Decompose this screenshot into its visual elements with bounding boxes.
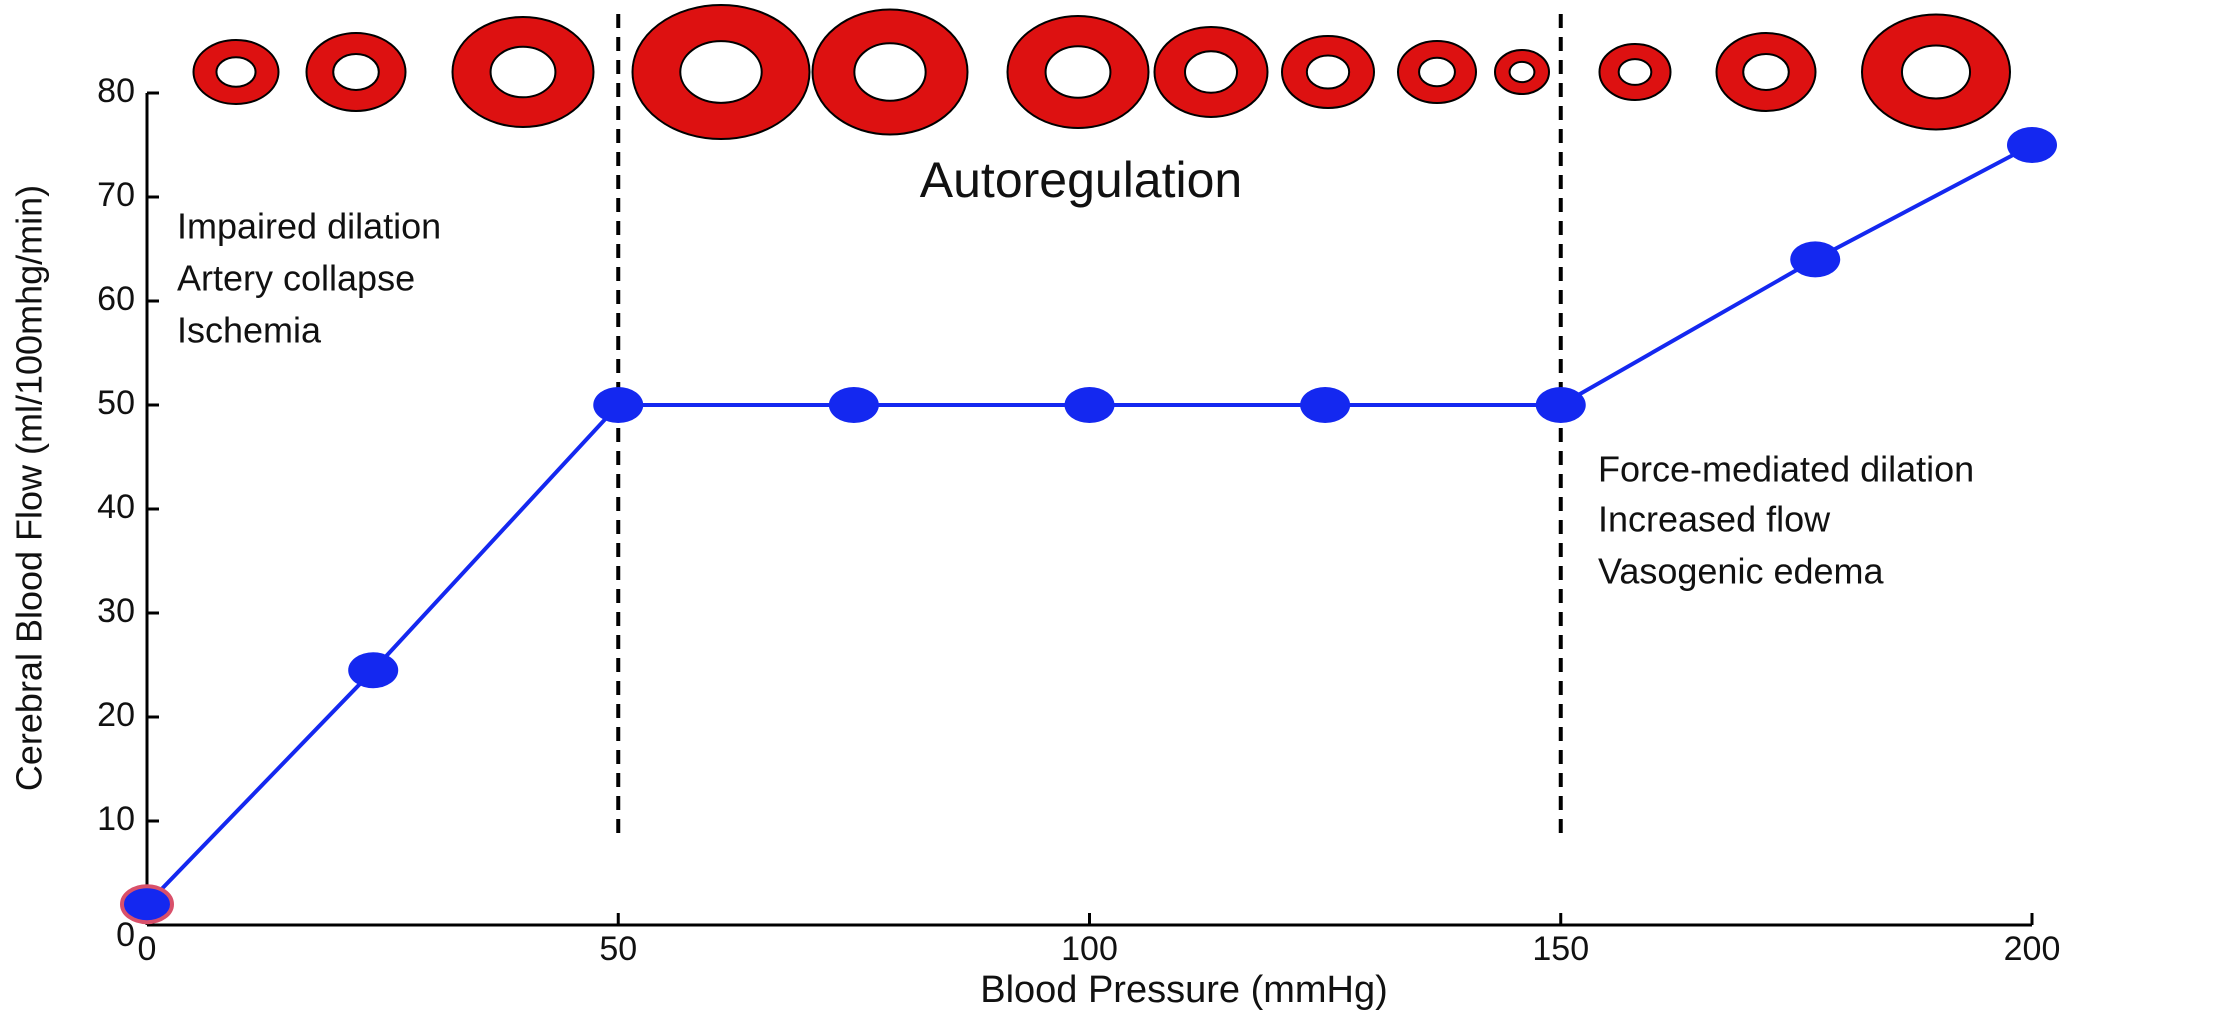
y-tick-label: 20 (97, 696, 135, 734)
annotation: Impaired dilation (177, 206, 441, 247)
chart: Autoregulation Impaired dilation Artery … (0, 0, 2216, 1023)
y-tick-label: 30 (97, 592, 135, 630)
artery-illustrations (194, 5, 2011, 139)
data-point (1300, 387, 1350, 423)
y-axis-label: Cerebral Blood Flow (ml/100mhg/min) (9, 185, 50, 791)
x-tick-label: 50 (599, 930, 637, 968)
ring-hole (491, 47, 556, 98)
data-point (829, 387, 879, 423)
annotation: Increased flow (1598, 499, 1831, 540)
y-tick-label: 60 (97, 280, 135, 318)
ring-hole (333, 54, 379, 90)
annotation: Autoregulation (920, 152, 1242, 208)
x-tick-label: 100 (1061, 930, 1118, 968)
data-point (1065, 387, 1115, 423)
data-point (122, 886, 172, 922)
y-tick-label: 0 (116, 916, 135, 954)
annotation: Force-mediated dilation (1598, 449, 1974, 490)
y-tick-label: 80 (97, 72, 135, 110)
y-tick-label: 70 (97, 176, 135, 214)
ring-hole (1510, 62, 1535, 82)
ring-hole (1419, 58, 1455, 87)
ring-hole (854, 43, 925, 101)
annotation: Ischemia (177, 310, 322, 351)
y-tick-label: 10 (97, 800, 135, 838)
annotation: Artery collapse (177, 258, 415, 299)
x-tick-label: 200 (2004, 930, 2061, 968)
ring-hole (680, 41, 761, 103)
ring-hole (1046, 46, 1111, 98)
x-axis-label: Blood Pressure (mmHg) (980, 969, 1388, 1011)
data-point (348, 652, 398, 688)
data-point (1536, 387, 1586, 423)
ring-hole (1307, 55, 1349, 88)
data-point (2007, 127, 2057, 163)
y-tick-label: 50 (97, 384, 135, 422)
ring-hole (1619, 59, 1652, 85)
x-tick-label: 150 (1532, 930, 1589, 968)
y-tick-label: 40 (97, 488, 135, 526)
annotation: Vasogenic edema (1598, 551, 1885, 592)
ring-hole (1743, 54, 1789, 90)
ring-hole (1902, 46, 1970, 99)
data-point (1790, 241, 1840, 277)
ring-hole (1185, 51, 1237, 92)
data-point (593, 387, 643, 423)
x-tick-label: 0 (138, 930, 157, 968)
ring-hole (216, 57, 255, 86)
